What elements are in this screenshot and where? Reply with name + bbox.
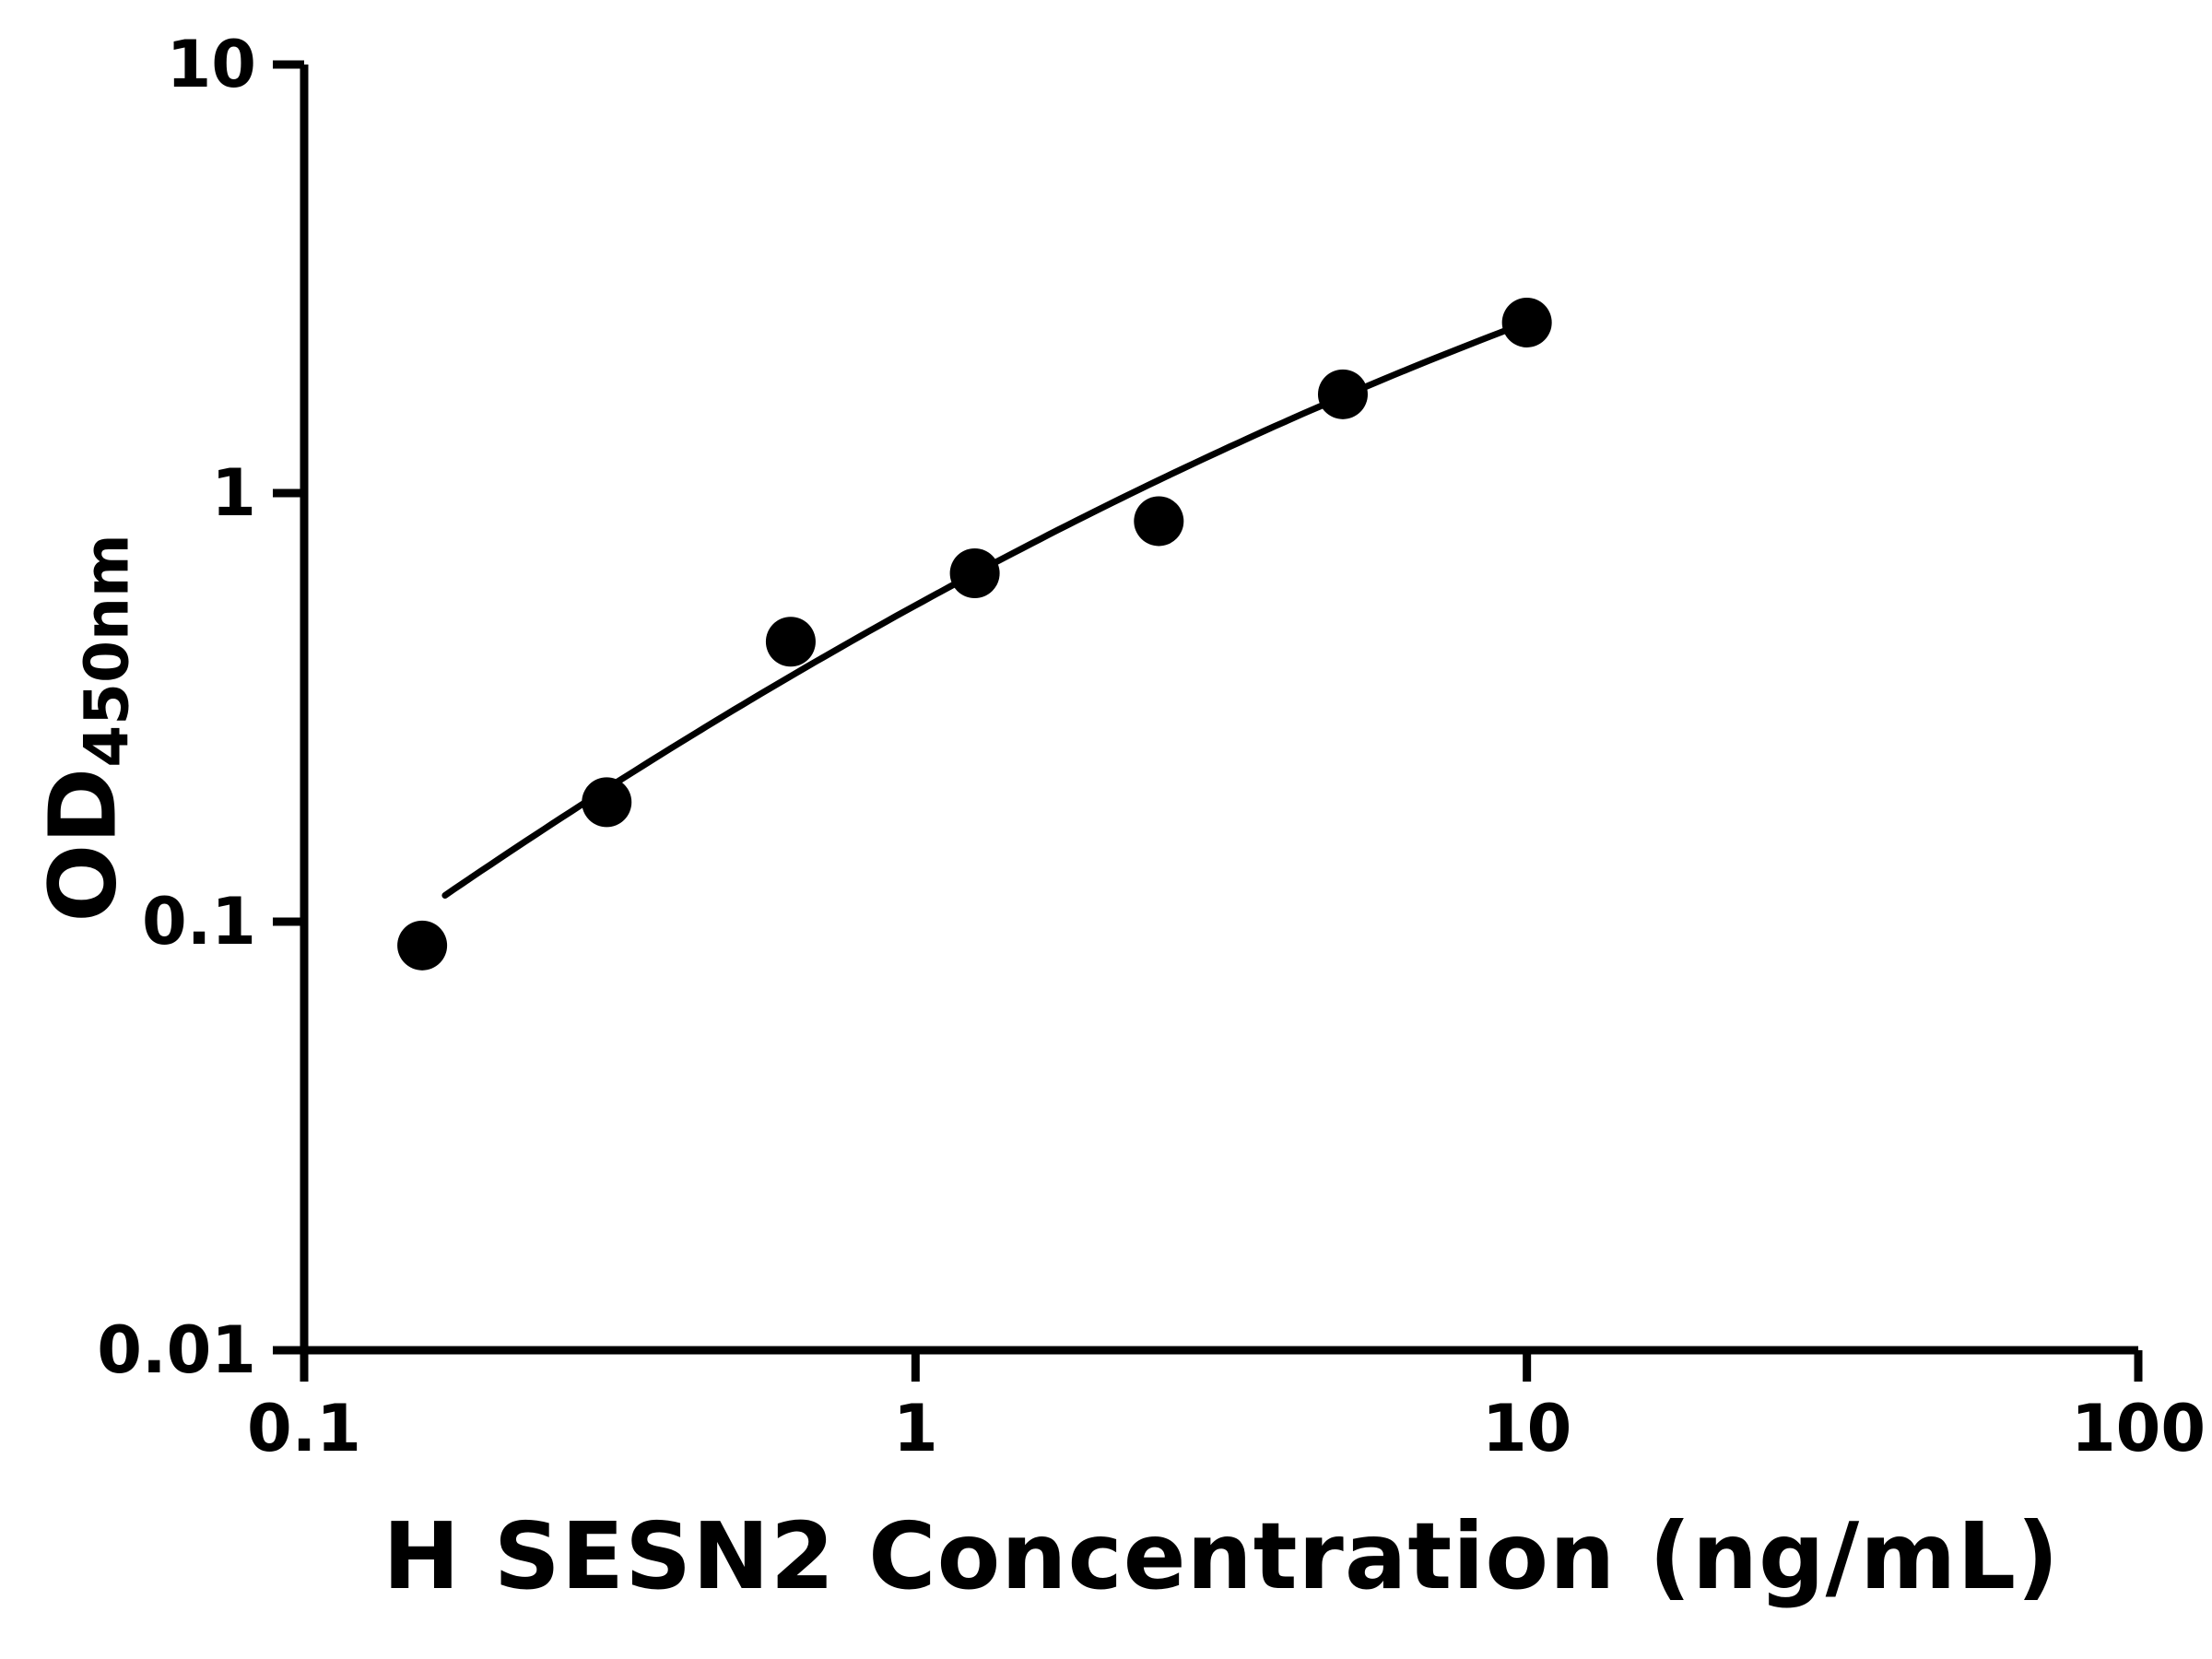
y-tick-label: 0.1 (142, 884, 256, 959)
x-tick-label: 10 (1482, 1391, 1571, 1466)
x-axis-title: H SESN2 Concentration (ng/mL) (382, 1502, 2060, 1610)
data-point-marker (1501, 297, 1552, 347)
y-axis-title-subscript: 450nm (71, 534, 143, 768)
x-tick-label: 0.1 (247, 1391, 361, 1466)
y-tick-label: 0.01 (97, 1312, 256, 1388)
x-tick-label: 1 (893, 1391, 938, 1466)
data-point-marker (1317, 369, 1368, 419)
y-axis-title-main: OD (29, 767, 137, 923)
y-axis-title: OD450nm (29, 534, 143, 923)
axis-spine (300, 65, 2138, 1355)
data-point-marker (1134, 496, 1184, 547)
y-tick-label: 1 (211, 455, 256, 531)
data-point-marker (765, 617, 816, 667)
data-point-marker (397, 920, 448, 971)
x-tick-label: 100 (2071, 1391, 2206, 1466)
data-point-marker (949, 547, 1000, 598)
data-point-marker (582, 777, 632, 828)
y-tick-label: 10 (167, 27, 256, 102)
